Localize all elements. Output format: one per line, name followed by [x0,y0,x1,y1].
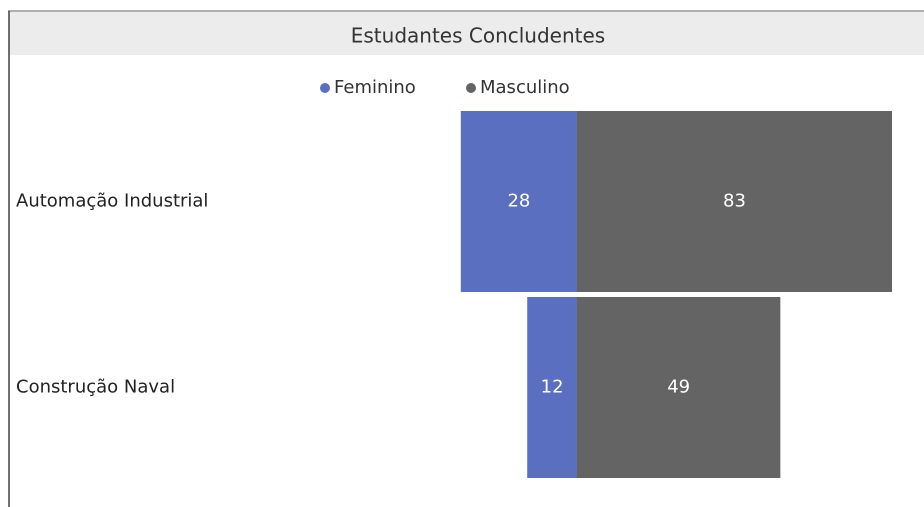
value-label: 49 [667,377,690,398]
legend-marker [466,83,476,93]
category-label: Construção Naval [16,377,175,398]
value-label: 12 [541,377,564,398]
legend-label: Feminino [334,77,416,98]
bar [460,111,577,292]
legend-label: Masculino [480,77,570,98]
bar [577,297,781,478]
bar [577,111,892,292]
chart-title: Estudantes Concludentes [351,24,605,48]
value-label: 28 [507,191,530,212]
plot: 28 83 12 49 [460,111,892,478]
category-label: Automação Industrial [16,191,208,212]
legend-marker [320,83,330,93]
value-label: 83 [723,191,746,212]
bar [527,297,577,478]
title-bar [9,12,924,55]
